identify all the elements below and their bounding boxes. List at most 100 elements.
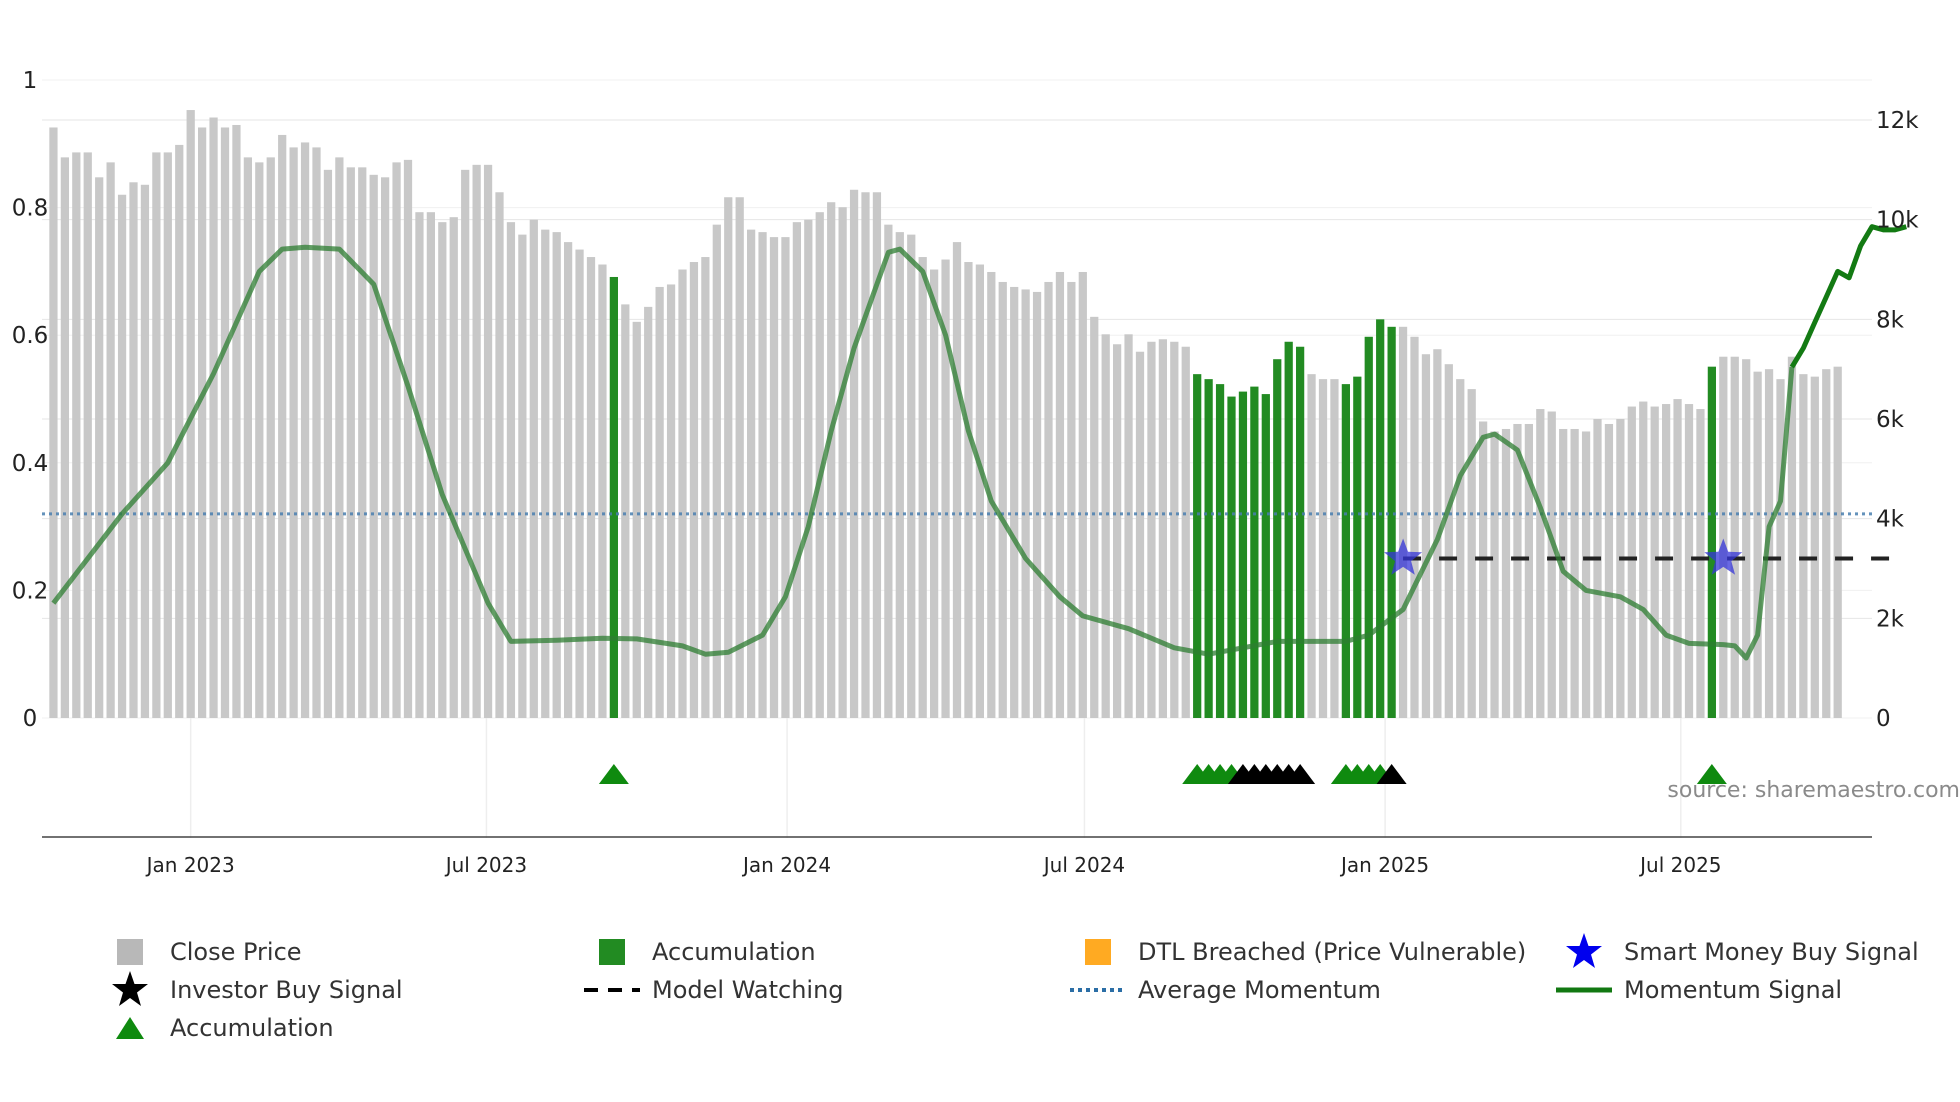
price-bar (346, 167, 355, 718)
momentum-line (51, 224, 1907, 661)
price-bar (564, 242, 573, 718)
momentum-signal (51, 244, 1795, 661)
price-bar (529, 219, 538, 718)
price-bar (1113, 344, 1122, 718)
price-bar (403, 159, 413, 718)
accumulation-bar (1215, 384, 1225, 718)
price-bar (1604, 423, 1614, 718)
price-bar (1044, 281, 1053, 718)
price-bar (1410, 336, 1419, 718)
price-bar (792, 222, 801, 719)
price-bar (461, 169, 470, 719)
accumulation-bar (1250, 386, 1259, 718)
investor-buy-marker (1376, 764, 1407, 784)
price-bar (1639, 401, 1648, 718)
signal-markers (598, 764, 1727, 784)
price-bar (255, 162, 264, 718)
price-bar (106, 162, 115, 718)
price-bar (1490, 431, 1499, 718)
price-bar (1307, 374, 1316, 718)
x-tick-label: Jan 2023 (145, 853, 235, 877)
accumulation-bar (1193, 374, 1202, 718)
price-bar (1421, 354, 1431, 718)
price-bar (964, 262, 973, 718)
price-bar (1593, 419, 1602, 718)
x-tick-label: Jul 2024 (1042, 853, 1125, 877)
price-bar (209, 117, 218, 719)
price-bar (300, 142, 310, 719)
price-bar (895, 232, 904, 718)
price-bar (1696, 409, 1705, 718)
price-bar (849, 189, 859, 718)
y-left-tick-label: 0 (23, 706, 38, 732)
accumulation-bar (1238, 391, 1248, 718)
y-left-tick-label: 0.8 (12, 196, 49, 222)
price-bar (243, 157, 252, 718)
accumulation-bar (1227, 396, 1236, 718)
price-bar (415, 212, 424, 719)
price-bar (392, 162, 401, 718)
price-bar (701, 257, 710, 718)
smart-money-stars (1384, 538, 1743, 575)
price-bar (472, 164, 481, 719)
price-bar (1456, 379, 1465, 718)
accumulation-bar (1387, 326, 1396, 718)
price-bar (952, 242, 962, 718)
price-bar (60, 157, 69, 718)
accumulation-bar (1261, 394, 1270, 718)
price-bar (735, 197, 744, 718)
price-bar (941, 259, 950, 718)
price-bar (1398, 326, 1408, 718)
price-bar (358, 167, 367, 718)
price-bar (163, 152, 172, 718)
price-bar (655, 286, 664, 718)
price-bar (1318, 379, 1328, 718)
y-left-tick-label: 1 (23, 68, 38, 94)
price-bar (1021, 289, 1030, 718)
price-bar (117, 194, 127, 718)
price-bar (758, 232, 767, 718)
price-bar (140, 184, 150, 719)
price-bar (1524, 423, 1533, 718)
price-bar (1101, 334, 1110, 718)
accumulation-marker (1696, 764, 1727, 784)
y-right-tick-label: 4k (1876, 507, 1905, 533)
y-right-tick-label: 12k (1876, 108, 1919, 134)
price-bar (1650, 406, 1659, 718)
price-bar (918, 257, 927, 718)
price-bar (483, 164, 493, 719)
price-bar (495, 192, 504, 719)
price-bar (1547, 411, 1556, 718)
price-bar (724, 197, 733, 718)
price-bar (1581, 431, 1591, 718)
price-bar (1810, 376, 1819, 718)
price-bar (369, 174, 378, 719)
accumulation-bar (1353, 376, 1362, 718)
price-bar (1513, 423, 1522, 718)
accumulation-bar (1364, 336, 1373, 718)
price-bar (1570, 428, 1579, 718)
price-bar (621, 304, 630, 718)
price-bar (769, 237, 779, 718)
price-bar (1479, 421, 1488, 718)
y-right-tick-label: 0 (1876, 706, 1891, 732)
price-bar (323, 169, 333, 719)
price-bar (1181, 346, 1190, 718)
accumulation-bar (1273, 359, 1282, 718)
price-bar (930, 269, 939, 718)
x-tick-label: Jan 2024 (741, 853, 831, 877)
price-bar (712, 224, 721, 718)
axes: Jan 2023 Jul 2023 Jan 2024 Jul 2024 Jan 2025… (12, 68, 1920, 877)
y-left-tick-label: 0.6 (12, 323, 49, 349)
price-bar (72, 152, 81, 718)
y-left-tick-label: 0.2 (12, 578, 49, 604)
price-bar (1536, 409, 1545, 718)
y-left-tick-label: 0.4 (12, 451, 49, 477)
accumulation-bar (1341, 384, 1350, 718)
price-bar (1010, 286, 1019, 718)
price-bar (1078, 271, 1087, 718)
price-bar (575, 249, 584, 719)
price-bar (861, 192, 870, 719)
accumulation-bar (1296, 346, 1305, 718)
price-bar (449, 217, 458, 719)
